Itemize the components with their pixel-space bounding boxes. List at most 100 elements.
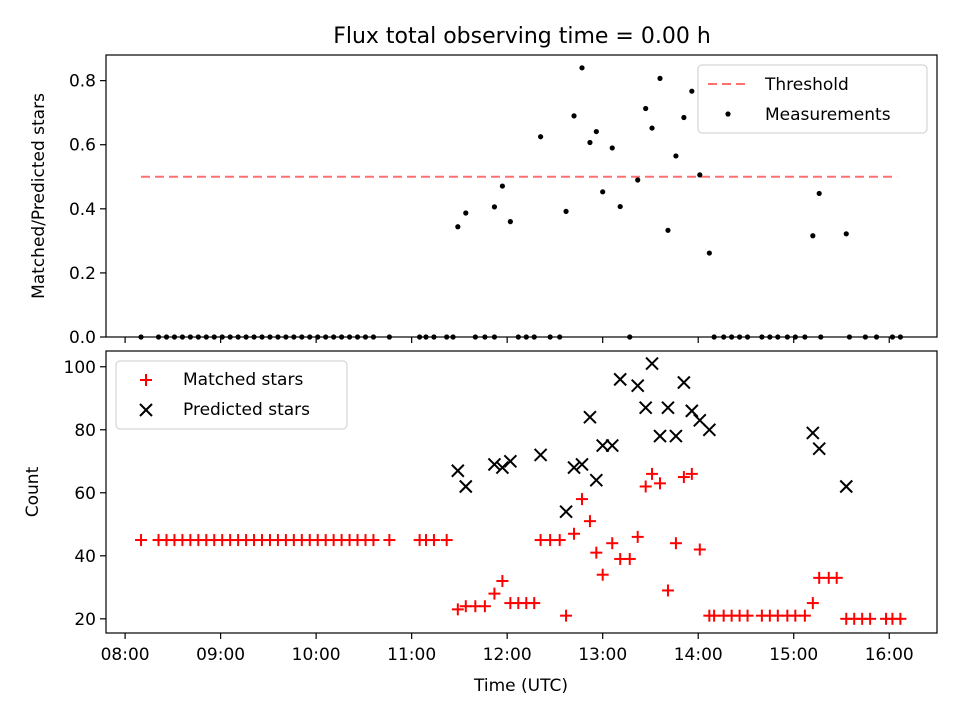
measurement-point (697, 172, 703, 178)
predicted-stars-point (839, 479, 853, 494)
measurement-point (706, 250, 712, 256)
matched-stars-point (478, 600, 491, 613)
matched-stars-point (693, 543, 706, 556)
x-axis-label: Time (UTC) (473, 676, 568, 696)
x-tick-label: 10:00 (292, 645, 341, 665)
count-y-axis-label: Count (23, 466, 43, 517)
y-tick-label: 60 (74, 484, 96, 504)
x-tick-label: 09:00 (196, 645, 245, 665)
matched-stars-point (646, 467, 659, 480)
predicted-stars-point (812, 441, 826, 456)
predicted-stars-point (495, 460, 510, 475)
matched-stars-point (669, 537, 682, 550)
x-tick-label: 08:00 (101, 645, 150, 665)
measurement-point (600, 189, 606, 195)
count-x-axis: 08:00 09:00 10:00 11:00 12:00 13:00 14:00 15:00… (101, 633, 914, 665)
matched-stars-point (864, 612, 877, 625)
matched-stars-point (830, 571, 843, 584)
measurement-point (571, 113, 577, 119)
predicted-stars-point (613, 372, 627, 387)
measurement-point (810, 233, 816, 239)
measurement-point (507, 219, 513, 225)
matched-stars-point (677, 471, 690, 484)
matched-stars-point (553, 534, 566, 547)
measurement-point (649, 125, 655, 131)
measurement-point (463, 210, 469, 216)
matched-stars-point (488, 587, 501, 600)
y-tick-label: 40 (74, 547, 96, 567)
matched-stars-point (451, 603, 464, 616)
ratio-x-ticks (124, 337, 890, 343)
predicted-stars-point (487, 457, 502, 472)
matched-stars-point (654, 477, 666, 490)
matched-stars-point (631, 530, 644, 543)
y-tick-label: 100 (64, 358, 96, 378)
measurement-point (609, 145, 615, 151)
x-tick-label: 15:00 (769, 645, 818, 665)
ratio-legend: Threshold Measurements (697, 64, 928, 134)
predicted-legend-swatch (139, 403, 153, 417)
matched-stars-point (560, 609, 573, 622)
ratio-legend-box (697, 64, 928, 134)
predicted-stars-point (685, 404, 699, 418)
measurement-point (538, 134, 544, 140)
count-legend: Matched stars Predicted stars (115, 360, 348, 430)
matched-stars-point (590, 546, 603, 559)
matched-stars-point (806, 597, 819, 610)
count-plot-frame (105, 350, 938, 634)
measurement-point (681, 114, 687, 121)
predicted-stars-point (605, 438, 619, 453)
predicted-stars-point (806, 426, 820, 440)
matched-stars-point (583, 515, 596, 528)
matched-stars-point (528, 597, 541, 610)
y-tick-label: 0.2 (69, 264, 96, 284)
ratio-y-axis-label: Matched/Predicted stars (29, 93, 49, 299)
measurement-point (635, 177, 641, 183)
ratio-y-axis: 0.0 0.2 0.4 0.6 0.8 (69, 72, 106, 348)
measurement-point (665, 227, 671, 233)
predicted-stars-point (559, 504, 573, 519)
matched-stars-point (623, 552, 636, 565)
matched-stars-point (568, 527, 581, 540)
matched-stars-point (496, 575, 509, 588)
measurements-legend-label: Measurements (765, 105, 891, 125)
matched-stars-point (639, 480, 652, 493)
matched-legend-label: Matched stars (183, 370, 303, 390)
measurement-point (587, 139, 593, 146)
count-plot-marks (135, 356, 907, 625)
predicted-stars-point (661, 401, 675, 415)
measurement-point (657, 75, 663, 81)
y-tick-label: 0.4 (69, 200, 96, 220)
predicted-stars-point (653, 429, 667, 443)
predicted-legend-label: Predicted stars (183, 400, 310, 420)
y-tick-label: 0.6 (69, 136, 96, 156)
predicted-stars-point (645, 356, 659, 371)
measurement-point (491, 204, 498, 210)
measurement-point (499, 183, 505, 189)
matched-stars-point (440, 534, 453, 547)
measurement-point (673, 153, 679, 159)
matched-stars-point (685, 467, 698, 480)
x-tick-label: 14:00 (674, 645, 723, 665)
matched-stars-point (596, 568, 609, 581)
matched-stars-point (135, 534, 148, 547)
matched-stars-point (798, 609, 811, 622)
matched-stars-point (661, 584, 674, 597)
matched-stars-point (741, 609, 754, 622)
predicted-stars-point (702, 423, 717, 437)
matched-stars-point (575, 493, 588, 506)
ratio-panel: 0.00.20.40.60.8 Matched/Predicted stars … (29, 54, 938, 348)
x-tick-label: 11:00 (387, 645, 436, 665)
matched-stars-point (894, 612, 907, 625)
count-legend-box (115, 360, 348, 430)
threshold-legend-label: Threshold (764, 75, 849, 95)
y-tick-label: 20 (74, 610, 96, 630)
measurement-point (843, 231, 849, 237)
predicted-stars-point (669, 429, 683, 443)
matched-legend-swatch (140, 374, 152, 386)
measurement-point (563, 208, 569, 214)
x-tick-label: 12:00 (483, 645, 532, 665)
x-tick-label: 13:00 (578, 645, 627, 665)
y-tick-label: 0.8 (69, 72, 96, 92)
